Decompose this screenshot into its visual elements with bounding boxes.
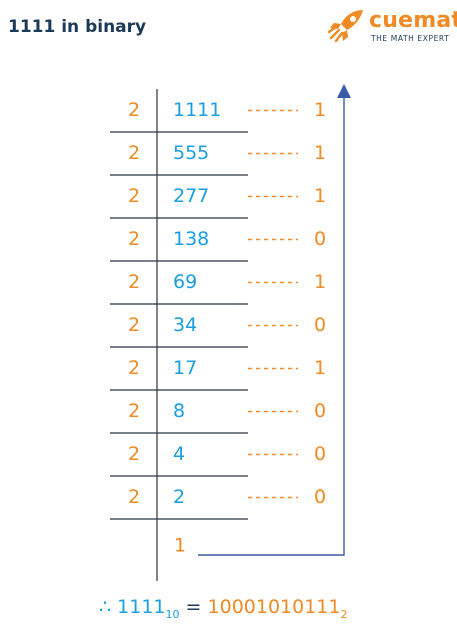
remainder: 0 <box>314 314 326 336</box>
remainder: 1 <box>314 357 326 379</box>
divisor: 2 <box>128 271 140 293</box>
logo-tagline: THE MATH EXPERT <box>371 34 450 43</box>
equals-sign: = <box>185 596 202 618</box>
remainder: 1 <box>314 185 326 207</box>
cuemath-logo: cuemath THE MATH EXPERT <box>327 6 457 46</box>
quotient: 2 <box>173 486 185 508</box>
quotient: 34 <box>173 314 197 336</box>
remainder: 0 <box>314 228 326 250</box>
decimal-base: 10 <box>165 607 180 621</box>
remainder: 1 <box>314 271 326 293</box>
divisor: 2 <box>128 228 140 250</box>
final-quotient: 1 <box>174 535 186 557</box>
divisor: 2 <box>128 357 140 379</box>
quotient: 277 <box>173 185 209 207</box>
remainder: 0 <box>314 400 326 422</box>
divisor: 2 <box>128 443 140 465</box>
quotient: 69 <box>173 271 197 293</box>
quotient: 555 <box>173 142 209 164</box>
binary-value: 10001010111 <box>207 596 341 618</box>
binary-base: 2 <box>340 607 348 621</box>
therefore-symbol: ∴ <box>99 596 112 618</box>
conclusion: ∴ 111110 = 100010101112 <box>99 596 348 621</box>
page-title: 1111 in binary <box>8 17 147 37</box>
divisor: 2 <box>128 185 140 207</box>
quotient: 17 <box>173 357 197 379</box>
remainder: 1 <box>314 142 326 164</box>
quotient: 8 <box>173 400 185 422</box>
remainder: 0 <box>314 443 326 465</box>
divisor: 2 <box>128 314 140 336</box>
remainder: 1 <box>314 99 326 121</box>
logo-name: cuemath <box>369 8 457 33</box>
quotient: 4 <box>173 443 185 465</box>
rocket-icon <box>327 10 363 43</box>
read-upward-arrow <box>198 84 351 556</box>
quotient: 1111 <box>173 99 221 121</box>
divisor: 2 <box>128 400 140 422</box>
quotient: 138 <box>173 228 209 250</box>
remainder: 0 <box>314 486 326 508</box>
divisor: 2 <box>128 142 140 164</box>
divisor: 2 <box>128 99 140 121</box>
divisor: 2 <box>128 486 140 508</box>
decimal-value: 1111 <box>117 596 166 618</box>
